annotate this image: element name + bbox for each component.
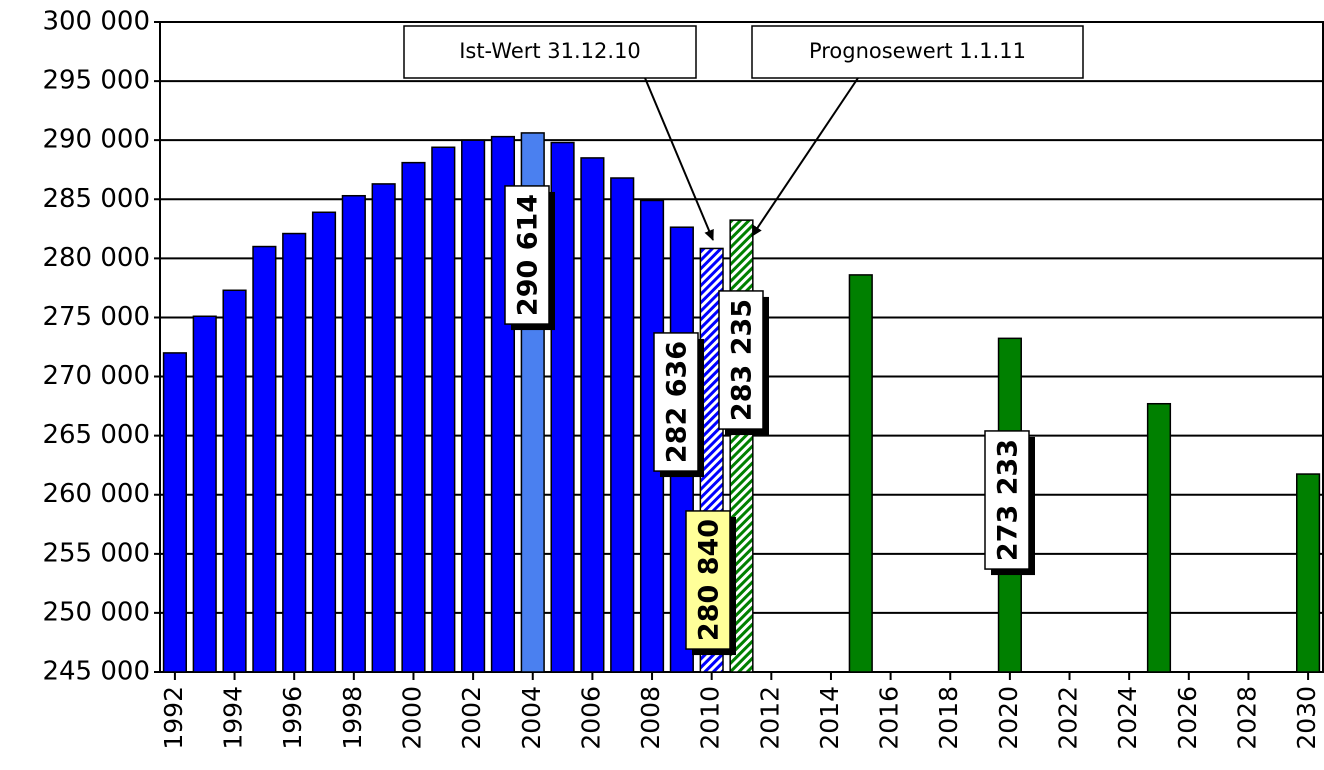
annotation: Prognosewert 1.1.11 [809, 39, 1026, 63]
bar [162, 352, 187, 673]
data-label: 273 233 [984, 430, 1035, 576]
y-tick-label: 260 000 [42, 479, 150, 509]
annotation-box [403, 25, 697, 79]
x-tick-label: 1998 [338, 686, 367, 750]
bar [848, 274, 873, 673]
data-label-text: 273 233 [993, 439, 1024, 561]
data-label-text: 280 840 [694, 519, 725, 641]
x-tick-label: 2018 [934, 686, 963, 750]
y-tick-label: 280 000 [42, 243, 150, 273]
bar [431, 146, 456, 673]
bar [1296, 473, 1321, 673]
x-tick-label: 2004 [517, 686, 546, 750]
x-tick-label: 2026 [1173, 686, 1202, 750]
data-label-box [504, 185, 550, 325]
x-tick-label: 2014 [815, 686, 844, 750]
y-tick-label: 245 000 [42, 657, 150, 687]
y-tick-label: 270 000 [42, 361, 150, 391]
x-tick-label: 2010 [696, 686, 725, 750]
bar [550, 141, 575, 673]
bar [252, 245, 277, 673]
x-tick-label: 2002 [457, 686, 486, 750]
x-tick-label: 2030 [1292, 686, 1321, 750]
y-tick-label: 250 000 [42, 597, 150, 627]
x-tick-label: 1994 [219, 686, 248, 750]
bar [610, 177, 635, 673]
data-label-box [685, 510, 731, 650]
x-tick-label: 2012 [755, 686, 784, 750]
bar [461, 139, 486, 673]
data-label-text: 290 614 [513, 194, 544, 316]
x-tick-label: 2022 [1054, 686, 1083, 750]
data-label-box [718, 290, 764, 430]
data-label: 280 840 [685, 510, 736, 656]
y-tick-label: 265 000 [42, 420, 150, 450]
y-tick-label: 285 000 [42, 184, 150, 214]
annotation-arrow [644, 77, 714, 241]
bar [580, 157, 605, 673]
bar [311, 211, 337, 673]
data-label: 290 614 [504, 185, 555, 331]
bar [341, 194, 366, 673]
bar [371, 183, 396, 673]
data-label-text: 282 636 [662, 341, 693, 463]
bar [1146, 402, 1172, 673]
data-label-text: 283 235 [727, 299, 758, 421]
y-tick-label: 290 000 [42, 125, 150, 155]
data-label-box [653, 332, 699, 472]
y-tick-label: 300 000 [42, 7, 150, 37]
x-tick-label: 2028 [1232, 686, 1261, 750]
annotation-box [751, 25, 1084, 79]
bar [192, 315, 217, 673]
annotation: Ist-Wert 31.12.10 [459, 39, 641, 63]
x-tick-label: 2000 [397, 686, 426, 750]
bar [401, 161, 426, 673]
annotation-arrow [751, 77, 859, 237]
x-tick-label: 2006 [576, 686, 605, 750]
bar [282, 232, 307, 673]
bar [222, 289, 247, 673]
x-tick-label: 2008 [636, 686, 665, 750]
x-tick-label: 2024 [1113, 686, 1142, 750]
x-tick-label: 1992 [159, 686, 188, 750]
x-tick-label: 2016 [875, 686, 904, 750]
x-tick-label: 1996 [278, 686, 307, 750]
data-label: 283 235 [718, 290, 769, 436]
data-label: 282 636 [653, 332, 704, 478]
data-label-box [984, 430, 1030, 570]
x-tick-label: 2020 [994, 686, 1023, 750]
y-tick-label: 295 000 [42, 66, 150, 96]
y-tick-label: 275 000 [42, 302, 150, 332]
y-tick-label: 255 000 [42, 538, 150, 568]
